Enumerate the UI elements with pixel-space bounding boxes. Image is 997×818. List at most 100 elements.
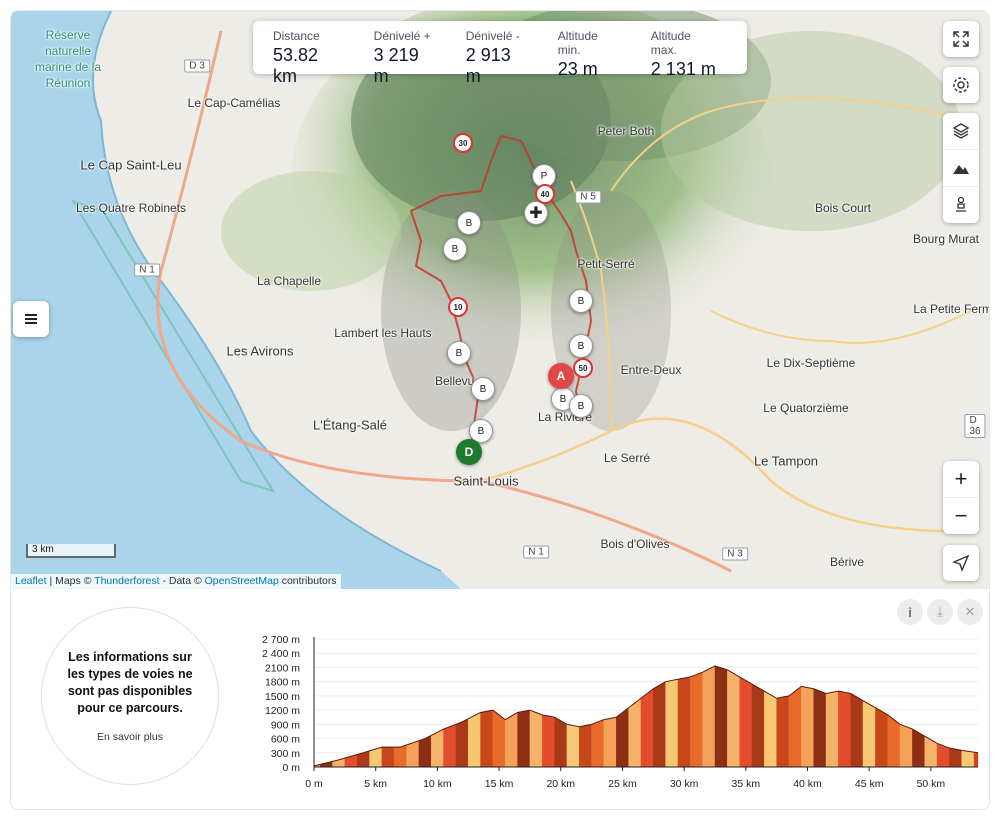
pegman-button[interactable] — [943, 187, 979, 223]
x-tick-label: 5 km — [364, 778, 387, 790]
elevation-segment — [468, 715, 475, 768]
elevation-segment — [955, 748, 962, 768]
attrib-text: contributors — [281, 575, 337, 587]
elevation-segment — [517, 711, 524, 768]
elevation-segment — [677, 677, 685, 768]
y-tick-label: 1800 m — [265, 677, 300, 689]
osm-link[interactable]: OpenStreetMap — [204, 575, 279, 587]
map-view[interactable]: Réserve naturelle marine de la Réunion L… — [11, 11, 989, 589]
x-tick-label: 40 km — [793, 778, 822, 790]
route-stats: Distance 53.82 km Dénivelé + 3 219 m Dén… — [253, 21, 747, 86]
place-label: La Petite Ferme — [913, 302, 989, 316]
stat-label: Dénivelé + — [373, 29, 431, 43]
download-button[interactable]: ⤓ — [927, 599, 953, 625]
elevation-segment — [572, 725, 580, 768]
locate-button[interactable] — [943, 545, 979, 581]
elevation-segment — [381, 746, 389, 768]
fullscreen-icon — [953, 31, 969, 47]
poi-marker[interactable]: B — [443, 237, 467, 261]
place-label: Réserve naturelle marine de la Réunion — [34, 28, 102, 90]
elevation-segment — [973, 751, 979, 768]
elevation-segment — [591, 721, 598, 768]
info-button[interactable]: i — [897, 599, 923, 625]
stat-label: Distance — [273, 29, 320, 43]
km-marker: 10 — [448, 297, 468, 317]
settings-button[interactable] — [943, 67, 979, 103]
elevation-segment — [634, 697, 642, 768]
poi-marker[interactable]: B — [569, 334, 593, 358]
x-tick-label: 35 km — [732, 778, 761, 790]
stat-distance: Distance 53.82 km — [273, 29, 344, 86]
elevation-segment — [665, 680, 672, 768]
leaflet-link[interactable]: Leaflet — [15, 575, 47, 587]
start-marker[interactable]: D — [456, 439, 482, 465]
map-terrain — [11, 11, 972, 589]
poi-marker[interactable]: B — [569, 394, 593, 418]
elevation-segment — [794, 686, 802, 768]
elevation-segment — [498, 714, 506, 768]
place-label: Bois d'Olives — [600, 537, 670, 551]
x-tick-label: 20 km — [546, 778, 575, 790]
menu-button[interactable] — [13, 301, 49, 337]
elevation-segment — [474, 712, 481, 768]
poi-marker[interactable]: B — [447, 341, 471, 365]
map-scale: 3 km — [26, 544, 116, 558]
relief-button[interactable] — [943, 150, 979, 187]
km-marker: 50 — [573, 358, 593, 378]
stat-elevation-gain: Dénivelé + 3 219 m — [373, 29, 436, 86]
close-button[interactable]: ✕ — [957, 599, 983, 625]
elevation-segment — [807, 687, 814, 768]
zoom-out-button[interactable]: − — [954, 503, 968, 528]
elevation-segment — [492, 709, 500, 768]
elevation-segment — [949, 747, 956, 768]
elevation-segment — [560, 720, 568, 768]
stat-elevation-loss: Dénivelé - 2 913 m — [465, 29, 528, 86]
elevation-segment — [751, 683, 759, 768]
elevation-segment — [443, 726, 450, 768]
stat-label: Altitude min. — [557, 29, 598, 57]
first-aid-marker[interactable]: ✚ — [524, 201, 548, 225]
place-label: Peter Both — [597, 124, 655, 138]
elevation-segment — [653, 684, 660, 768]
elevation-segment — [542, 714, 549, 768]
elevation-segment — [899, 724, 907, 768]
elevation-segment — [714, 665, 722, 768]
poi-marker[interactable]: B — [471, 377, 495, 401]
elevation-segment — [690, 674, 697, 768]
place-label: Lambert les Hauts — [334, 326, 432, 340]
stat-label: Dénivelé - — [465, 29, 520, 43]
elevation-segment — [548, 715, 555, 768]
info-message: Les informations sur les types de voies … — [67, 650, 193, 715]
poi-marker[interactable]: B — [457, 211, 481, 235]
elevation-segment — [757, 687, 765, 768]
elevation-chart[interactable]: 0 m 300 m 600 m 900 m 1200 m 1500 m 1800 m 2100… — [251, 619, 986, 809]
elevation-segment — [585, 724, 592, 768]
elevation-segment — [579, 725, 586, 768]
thunderforest-link[interactable]: Thunderforest — [94, 575, 160, 587]
x-tick-label: 25 km — [608, 778, 637, 790]
place-label: Bois Court — [814, 201, 872, 215]
fullscreen-button[interactable] — [943, 21, 979, 57]
place-label: Entre-Deux — [620, 363, 682, 377]
elevation-segment — [764, 690, 771, 768]
elevation-segment — [400, 744, 407, 768]
layers-icon — [952, 123, 970, 139]
road-shield: N 1 — [134, 263, 160, 277]
elevation-segment — [505, 715, 512, 768]
elevation-segment — [862, 700, 870, 768]
learn-more-link[interactable]: En savoir plus — [97, 731, 163, 743]
y-tick-label: 0 m — [282, 762, 300, 774]
poi-marker[interactable]: B — [569, 289, 593, 313]
elevation-segment — [943, 745, 950, 768]
elevation-segment — [659, 681, 666, 768]
navigation-arrow-icon — [952, 554, 970, 572]
elevation-segment — [850, 693, 858, 768]
layers-button[interactable] — [943, 113, 979, 150]
elevation-segment — [566, 724, 574, 768]
road-shield: N 1 — [523, 545, 549, 559]
zoom-in-button[interactable]: + — [943, 461, 979, 498]
poi-marker[interactable]: B — [469, 419, 493, 443]
stat-value: 2 913 m — [465, 45, 511, 86]
y-tick-label: 300 m — [271, 748, 300, 760]
end-marker[interactable]: A — [548, 363, 574, 389]
